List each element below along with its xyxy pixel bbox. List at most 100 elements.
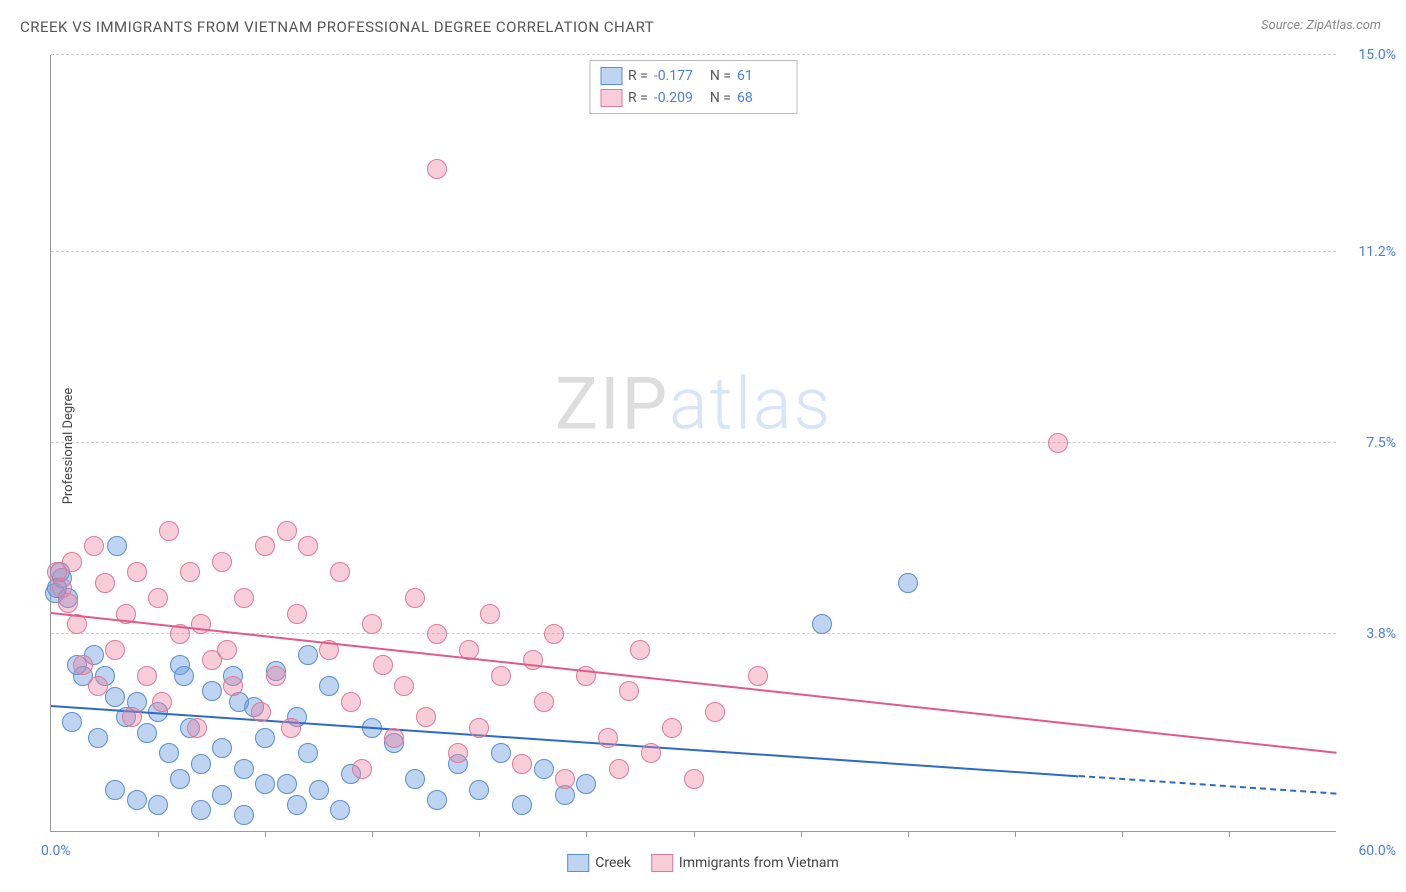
x-tick: [1122, 831, 1123, 837]
data-point: [1048, 433, 1068, 453]
data-point: [217, 640, 237, 660]
data-point: [159, 521, 179, 541]
data-point: [394, 676, 414, 696]
y-tick-label: 15.0%: [1358, 47, 1396, 63]
data-point: [212, 552, 232, 572]
source-label: Source: ZipAtlas.com: [1261, 18, 1381, 33]
x-tick: [372, 831, 373, 837]
data-point: [191, 800, 211, 820]
n-label: N =: [710, 68, 731, 84]
data-point: [251, 702, 271, 722]
data-point: [405, 769, 425, 789]
data-point: [416, 707, 436, 727]
r-value-vietnam: -0.209: [654, 90, 704, 106]
data-point: [234, 805, 254, 825]
data-point: [234, 588, 254, 608]
data-point: [152, 692, 172, 712]
data-point: [641, 743, 661, 763]
scatter-chart: ZIPatlas R = -0.177 N = 61 R = -0.209 N …: [50, 55, 1336, 832]
data-point: [281, 718, 301, 738]
data-point: [127, 790, 147, 810]
data-point: [180, 562, 200, 582]
data-point: [298, 645, 318, 665]
data-point: [105, 687, 125, 707]
x-axis-max: 60.0%: [1358, 843, 1396, 859]
data-point: [491, 743, 511, 763]
data-point: [298, 743, 318, 763]
stats-row-creek: R = -0.177 N = 61: [600, 65, 787, 87]
data-point: [662, 718, 682, 738]
data-point: [576, 774, 596, 794]
data-point: [234, 759, 254, 779]
data-point: [555, 769, 575, 789]
data-point: [330, 800, 350, 820]
watermark: ZIPatlas: [555, 362, 832, 447]
data-point: [58, 593, 78, 613]
data-point: [105, 780, 125, 800]
legend-item-vietnam: Immigrants from Vietnam: [651, 854, 839, 872]
legend-swatch-creek: [567, 854, 589, 872]
data-point: [491, 666, 511, 686]
gridline: [51, 442, 1336, 443]
data-point: [266, 666, 286, 686]
data-point: [88, 728, 108, 748]
data-point: [512, 754, 532, 774]
data-point: [62, 552, 82, 572]
data-point: [287, 795, 307, 815]
x-tick: [801, 831, 802, 837]
data-point: [534, 759, 554, 779]
data-point: [512, 795, 532, 815]
x-axis-min: 0.0%: [41, 843, 71, 859]
data-point: [373, 655, 393, 675]
y-tick-label: 7.5%: [1366, 435, 1396, 451]
data-point: [298, 536, 318, 556]
data-point: [255, 728, 275, 748]
data-point: [362, 614, 382, 634]
data-point: [748, 666, 768, 686]
r-label: R =: [628, 68, 648, 84]
data-point: [148, 795, 168, 815]
data-point: [812, 614, 832, 634]
data-point: [630, 640, 650, 660]
data-point: [174, 666, 194, 686]
data-point: [609, 759, 629, 779]
data-point: [212, 785, 232, 805]
data-point: [105, 640, 125, 660]
x-tick: [694, 831, 695, 837]
data-point: [277, 774, 297, 794]
gridline: [51, 251, 1336, 252]
data-point: [684, 769, 704, 789]
r-label: R =: [628, 90, 648, 106]
y-tick-label: 11.2%: [1358, 244, 1396, 260]
data-point: [255, 774, 275, 794]
data-point: [137, 723, 157, 743]
trend-line: [1079, 775, 1336, 795]
data-point: [309, 780, 329, 800]
swatch-creek: [600, 67, 622, 85]
data-point: [62, 712, 82, 732]
data-point: [330, 562, 350, 582]
stats-row-vietnam: R = -0.209 N = 68: [600, 87, 787, 109]
x-tick: [479, 831, 480, 837]
data-point: [159, 743, 179, 763]
data-point: [898, 573, 918, 593]
data-point: [255, 536, 275, 556]
n-value-vietnam: 68: [737, 90, 787, 106]
legend-swatch-vietnam: [651, 854, 673, 872]
data-point: [705, 702, 725, 722]
n-label: N =: [710, 90, 731, 106]
data-point: [469, 718, 489, 738]
data-point: [88, 676, 108, 696]
data-point: [319, 676, 339, 696]
series-legend: Creek Immigrants from Vietnam: [567, 854, 839, 872]
stats-legend: R = -0.177 N = 61 R = -0.209 N = 68: [589, 60, 798, 114]
swatch-vietnam: [600, 89, 622, 107]
data-point: [127, 562, 147, 582]
data-point: [427, 790, 447, 810]
data-point: [469, 780, 489, 800]
y-tick-label: 3.8%: [1366, 626, 1396, 642]
data-point: [619, 681, 639, 701]
data-point: [223, 676, 243, 696]
x-tick: [265, 831, 266, 837]
data-point: [598, 728, 618, 748]
